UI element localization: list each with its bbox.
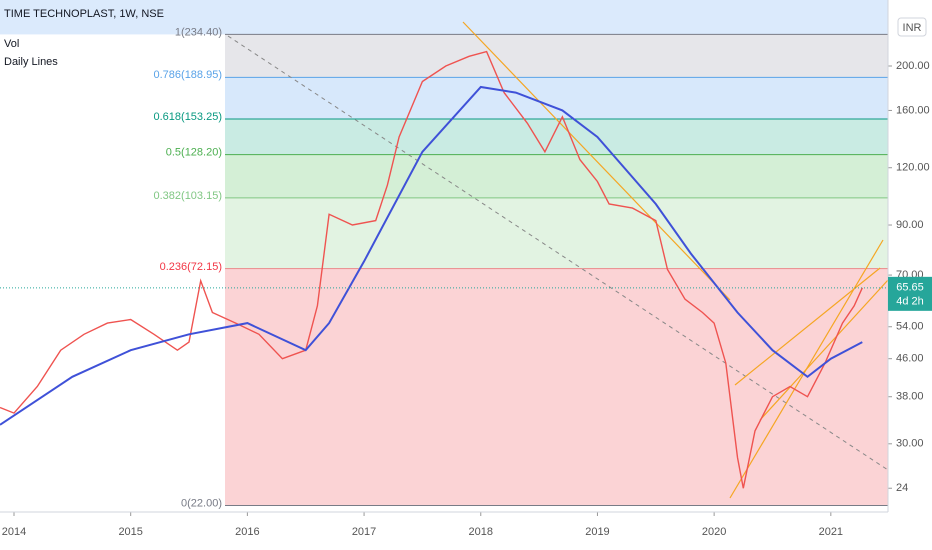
- y-tick-label: 38.00: [896, 391, 924, 403]
- fib-zone: [225, 197, 888, 270]
- y-tick-label: 200.00: [896, 60, 930, 72]
- legend-item: Vol: [4, 38, 19, 50]
- x-tick-label: 2016: [235, 526, 259, 538]
- y-tick-label: 90.00: [896, 219, 924, 231]
- fib-label: 0.618(153.25): [154, 111, 223, 123]
- series-line: [0, 85, 863, 426]
- x-tick-label: 2020: [702, 526, 726, 538]
- fib-zone: [225, 77, 888, 120]
- price-tag: [888, 276, 932, 311]
- fib-label: 0(22.00): [181, 497, 222, 509]
- trend-line: [227, 35, 889, 471]
- trend-line: [759, 279, 889, 421]
- fib-label: 0.5(128.20): [166, 146, 222, 158]
- currency-button[interactable]: [897, 17, 927, 37]
- currency-label[interactable]: INR: [903, 22, 922, 34]
- x-tick-label: 2015: [118, 526, 142, 538]
- x-tick-label: 2014: [2, 526, 26, 538]
- legend-item: Daily Lines: [4, 56, 58, 68]
- fib-zone: [0, 0, 888, 35]
- chart-title: TIME TECHNOPLAST, 1W, NSE: [4, 8, 164, 20]
- x-tick-label: 2021: [819, 526, 843, 538]
- price-tag-label: 65.65: [896, 282, 924, 294]
- fib-zone: [225, 154, 888, 198]
- y-tick-label: 30.00: [896, 438, 924, 450]
- x-tick-label: 2018: [469, 526, 493, 538]
- fib-label: 1(234.40): [175, 26, 222, 38]
- fib-label: 0.786(188.95): [154, 69, 223, 81]
- y-tick-label: 24: [896, 482, 908, 494]
- fib-label: 0.382(103.15): [154, 190, 223, 202]
- x-tick-label: 2017: [352, 526, 376, 538]
- y-tick-label: 54.00: [896, 321, 924, 333]
- y-tick-label: 160.00: [896, 104, 930, 116]
- y-tick-label: 120.00: [896, 162, 930, 174]
- countdown-label: 4d 2h: [896, 296, 924, 308]
- x-tick-label: 2019: [585, 526, 609, 538]
- series-line: [0, 50, 863, 489]
- fib-zone: [225, 34, 888, 78]
- fib-zone: [225, 119, 888, 155]
- fib-zone: [225, 269, 888, 506]
- fib-label: 0.236(72.15): [160, 261, 222, 273]
- y-tick-label: 46.00: [896, 353, 924, 365]
- trend-line: [462, 21, 731, 301]
